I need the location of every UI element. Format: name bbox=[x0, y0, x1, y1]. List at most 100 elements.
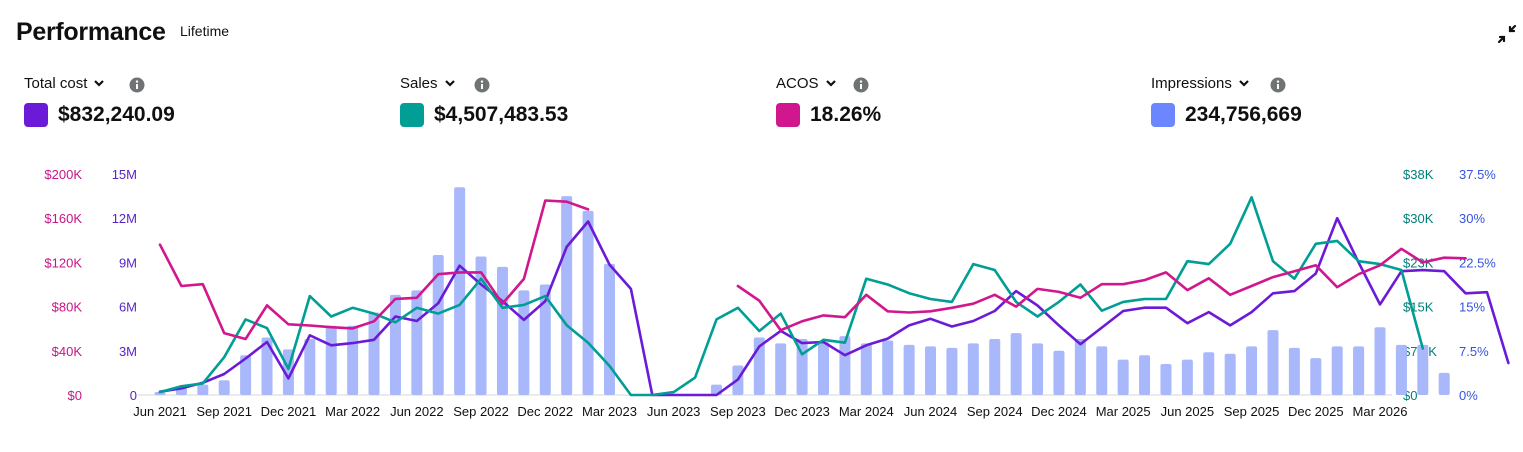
acos-axis-tick-label: 37.5% bbox=[1459, 167, 1496, 182]
impressions-bar bbox=[839, 336, 851, 395]
impressions-bar bbox=[946, 347, 958, 395]
impressions-bar bbox=[240, 355, 252, 395]
metric-acos: ACOS 18.26% bbox=[776, 72, 881, 127]
collapse-icon[interactable] bbox=[1497, 24, 1517, 44]
impressions-bar bbox=[325, 325, 337, 395]
impressions-bar bbox=[1331, 346, 1343, 395]
metric-color-swatch bbox=[1151, 103, 1175, 127]
metric-value: 18.26% bbox=[810, 103, 882, 126]
impressions-bar bbox=[1181, 359, 1193, 395]
impressions-bar bbox=[860, 343, 872, 395]
metric-color-swatch bbox=[776, 103, 800, 127]
cost-axis-tick-label: $80K bbox=[52, 300, 83, 315]
impressions-bar bbox=[1160, 364, 1172, 395]
x-axis-tick-label: Sep 2023 bbox=[710, 404, 766, 419]
x-axis-tick-label: Sep 2021 bbox=[196, 404, 252, 419]
x-axis-tick-label: Mar 2022 bbox=[325, 404, 380, 419]
info-icon[interactable] bbox=[853, 77, 869, 93]
impressions-bar bbox=[1267, 330, 1279, 395]
sales-axis-tick-label: $15K bbox=[1403, 300, 1434, 315]
acos-axis-tick-label: 30% bbox=[1459, 211, 1485, 226]
cost-axis-tick-label: $200K bbox=[44, 167, 82, 182]
impressions-bar bbox=[989, 339, 1001, 395]
page-title: Performance bbox=[16, 18, 166, 46]
impressions-bar bbox=[1010, 333, 1022, 395]
impressions-bar bbox=[882, 340, 894, 395]
sales-axis-tick-label: $30K bbox=[1403, 211, 1434, 226]
cost-axis-tick-label: $0 bbox=[68, 388, 82, 403]
impressions-bar bbox=[1246, 346, 1258, 395]
impressions-bar bbox=[154, 392, 166, 395]
impressions-bar bbox=[967, 343, 979, 395]
impressions-bar bbox=[818, 341, 830, 395]
impressions-axis-tick-label: 6M bbox=[119, 300, 137, 315]
impressions-bar bbox=[1053, 350, 1065, 395]
impressions-bar bbox=[1096, 346, 1108, 395]
acos-axis-tick-label: 15% bbox=[1459, 300, 1485, 315]
info-icon[interactable] bbox=[474, 77, 490, 93]
impressions-bar bbox=[261, 337, 273, 395]
x-axis-tick-label: Dec 2024 bbox=[1031, 404, 1087, 419]
chevron-down-icon bbox=[825, 80, 836, 87]
x-axis-tick-label: Mar 2024 bbox=[839, 404, 894, 419]
impressions-bar bbox=[496, 266, 508, 395]
metric-label: Sales bbox=[400, 74, 438, 92]
x-axis-tick-label: Jun 2023 bbox=[647, 404, 701, 419]
impressions-bar bbox=[1224, 353, 1236, 395]
impressions-bar bbox=[603, 263, 615, 395]
impressions-bar bbox=[1353, 346, 1365, 395]
sales-line bbox=[158, 196, 1425, 397]
impressions-bar bbox=[1310, 358, 1322, 395]
chevron-down-icon bbox=[1239, 80, 1249, 87]
metric-dropdown-total-cost[interactable]: Total cost bbox=[24, 72, 105, 94]
cost-axis-tick-label: $120K bbox=[44, 255, 82, 270]
x-axis-tick-label: Dec 2023 bbox=[774, 404, 830, 419]
x-axis-tick-label: Dec 2022 bbox=[517, 404, 573, 419]
impressions-bar bbox=[925, 346, 937, 395]
info-icon[interactable] bbox=[1270, 77, 1286, 93]
impressions-axis-tick-label: 12M bbox=[112, 211, 137, 226]
impressions-bar bbox=[561, 196, 573, 395]
impressions-bar bbox=[475, 256, 487, 395]
total-cost-line bbox=[158, 216, 1510, 397]
impressions-bar bbox=[1139, 355, 1151, 395]
impressions-bar bbox=[775, 343, 787, 395]
metric-color-swatch bbox=[24, 103, 48, 127]
impressions-axis-tick-label: 3M bbox=[119, 344, 137, 359]
metric-dropdown-sales[interactable]: Sales bbox=[400, 72, 456, 94]
impressions-bar bbox=[1032, 343, 1044, 395]
impressions-bar bbox=[1395, 344, 1407, 395]
info-icon[interactable] bbox=[129, 77, 145, 93]
metric-value: $832,240.09 bbox=[58, 103, 175, 126]
x-axis-tick-label: Sep 2022 bbox=[453, 404, 509, 419]
impressions-bar bbox=[1203, 352, 1215, 395]
impressions-axis-tick-label: 15M bbox=[112, 167, 137, 182]
acos-line bbox=[158, 199, 1467, 341]
date-range-label: Lifetime bbox=[180, 23, 230, 39]
impressions-axis-tick-label: 9M bbox=[119, 255, 137, 270]
x-axis-tick-label: Sep 2024 bbox=[967, 404, 1023, 419]
cost-axis-tick-label: $160K bbox=[44, 211, 82, 226]
impressions-bar bbox=[1374, 327, 1386, 395]
x-axis-tick-label: Mar 2023 bbox=[582, 404, 637, 419]
impressions-bar bbox=[582, 210, 594, 395]
x-axis-tick-label: Sep 2025 bbox=[1224, 404, 1280, 419]
acos-axis-tick-label: 0% bbox=[1459, 388, 1478, 403]
x-axis-tick-label: Mar 2025 bbox=[1096, 404, 1151, 419]
impressions-bar bbox=[347, 325, 359, 395]
impressions-bar bbox=[454, 187, 466, 395]
impressions-bar bbox=[218, 380, 230, 395]
metric-dropdown-acos[interactable]: ACOS bbox=[776, 72, 837, 94]
x-axis-tick-label: Dec 2021 bbox=[261, 404, 317, 419]
performance-chart: $0$40K$80K$120K$160K$200K03M6M9M12M15M$0… bbox=[44, 167, 1510, 419]
impressions-bar bbox=[389, 294, 401, 395]
impressions-axis-tick-label: 0 bbox=[130, 388, 137, 403]
impressions-bar bbox=[1288, 347, 1300, 395]
acos-axis-tick-label: 22.5% bbox=[1459, 255, 1496, 270]
metric-dropdown-impressions[interactable]: Impressions bbox=[1151, 72, 1250, 94]
impressions-bar bbox=[1117, 359, 1129, 395]
impressions-bar bbox=[1074, 339, 1086, 395]
metric-label: Total cost bbox=[24, 74, 88, 92]
impressions-bar bbox=[1438, 372, 1450, 395]
metric-label: ACOS bbox=[776, 74, 819, 92]
